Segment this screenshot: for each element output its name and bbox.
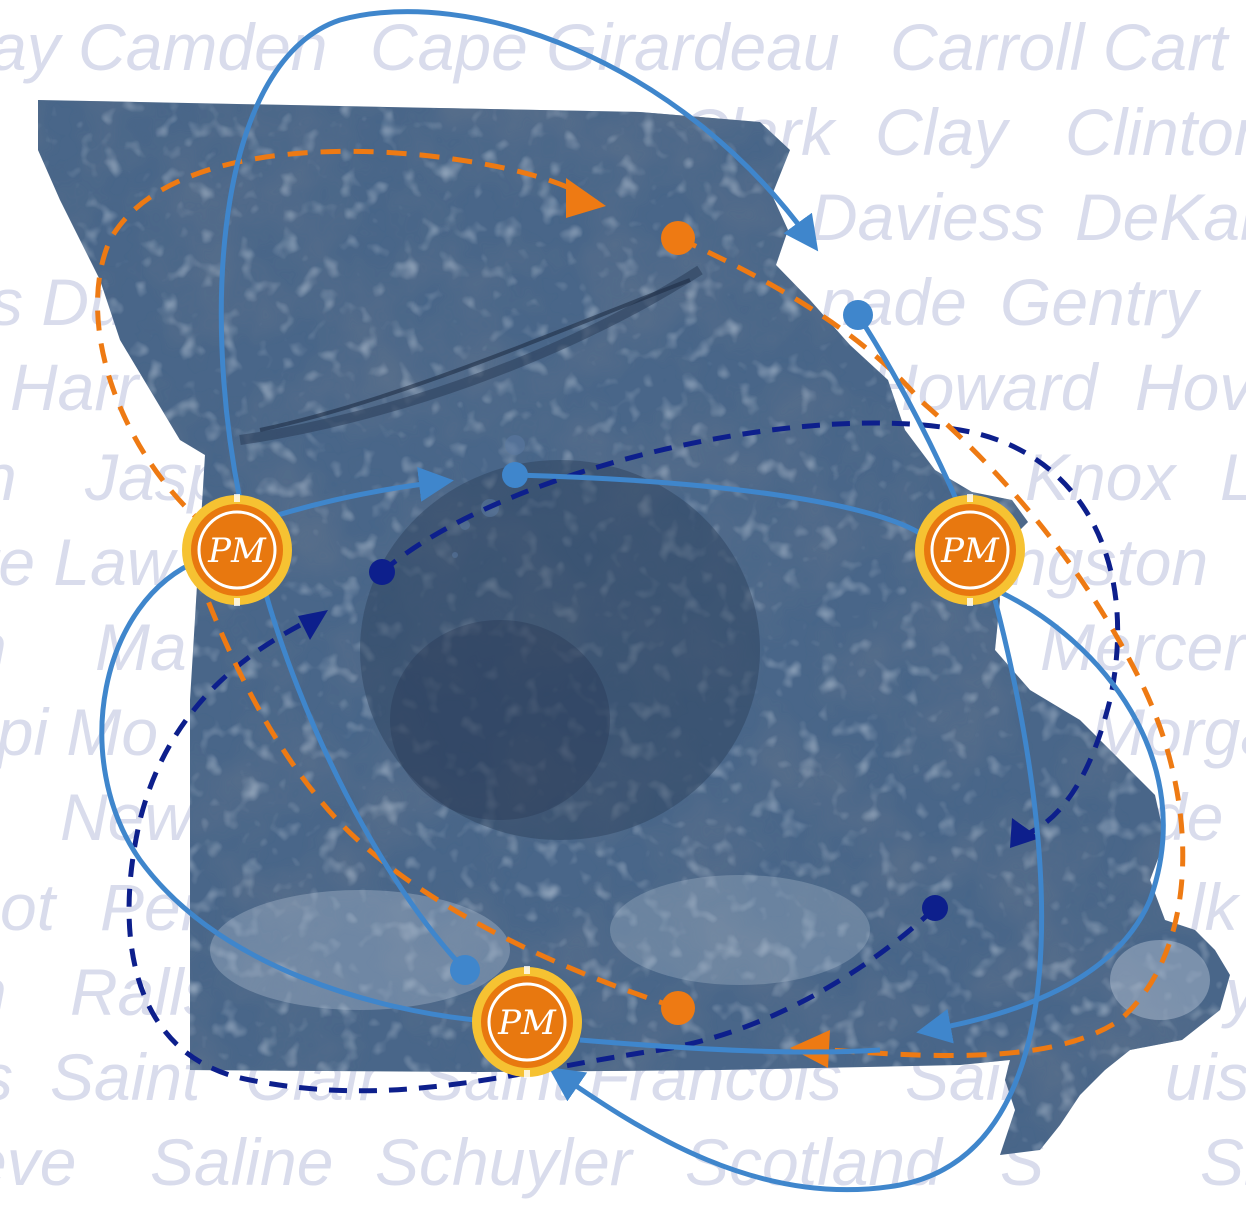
county-name-label: Gentry	[1000, 265, 1202, 339]
county-name-label: opi Mo	[0, 695, 158, 769]
navy-arrowhead-icon	[1010, 818, 1040, 848]
light-blue-route-node	[843, 300, 873, 330]
county-name-label: te Law	[0, 525, 179, 599]
county-name-label: Schuyler	[375, 1125, 635, 1199]
light-blue-route-node	[450, 955, 480, 985]
county-name-label: Howard	[870, 350, 1100, 424]
county-name-label: Carroll Cart	[890, 10, 1230, 84]
county-name-label: Saint	[50, 1040, 203, 1114]
missouri-map-shape	[38, 100, 1230, 1155]
county-name-label: ay Camden	[0, 10, 328, 84]
orange-route-node	[661, 991, 695, 1025]
light-blue-solid-routes	[99, 9, 1166, 1193]
hub-monogram: PM	[940, 531, 1000, 571]
county-name-label: nade	[820, 265, 967, 339]
county-name-label: n	[0, 955, 7, 1029]
county-name-label: Sh	[1200, 1125, 1246, 1199]
county-name-label: n	[0, 610, 7, 684]
hub-badges: PM PM PM	[182, 494, 1025, 1078]
county-name-label: s	[0, 1040, 13, 1114]
county-name-label: L	[1220, 440, 1246, 514]
county-name-label: Hov	[1135, 350, 1246, 424]
county-name-label: uis	[1165, 1040, 1246, 1114]
orange-dashed-route	[95, 148, 1186, 1068]
navy-route-node	[922, 895, 948, 921]
county-name-label: lk	[1190, 870, 1241, 944]
orange-arrowhead-icon	[566, 178, 606, 218]
county-name-label: Mercer	[1040, 610, 1246, 684]
county-name-label: ot	[0, 870, 58, 944]
county-name-label: eve	[0, 1125, 76, 1199]
light-blue-route-node	[502, 462, 528, 488]
county-name-label: DeKal	[1075, 180, 1246, 254]
county-name-label: Cape Girardeau	[370, 10, 840, 84]
pm-logo-badge-icon: PM	[182, 494, 292, 606]
orange-route-node	[661, 221, 695, 255]
county-name-label: Daviess	[810, 180, 1045, 254]
navy-dashed-route	[126, 420, 1121, 1094]
orange-arrowhead-icon	[790, 1030, 830, 1068]
county-name-label: Saline	[150, 1125, 333, 1199]
navy-arrowhead-icon	[298, 610, 328, 640]
navy-route-node	[369, 559, 395, 585]
county-name-label: Per	[100, 870, 206, 944]
hub-monogram: PM	[207, 531, 267, 571]
pm-logo-badge-icon: PM	[472, 966, 582, 1078]
hub-monogram: PM	[497, 1003, 557, 1043]
county-name-label: n	[0, 440, 17, 514]
county-name-label: Clay	[875, 95, 1011, 169]
county-name-label: Clinton	[1065, 95, 1246, 169]
pm-logo-badge-icon: PM	[915, 494, 1025, 606]
county-name-label: Knox	[1025, 440, 1177, 514]
